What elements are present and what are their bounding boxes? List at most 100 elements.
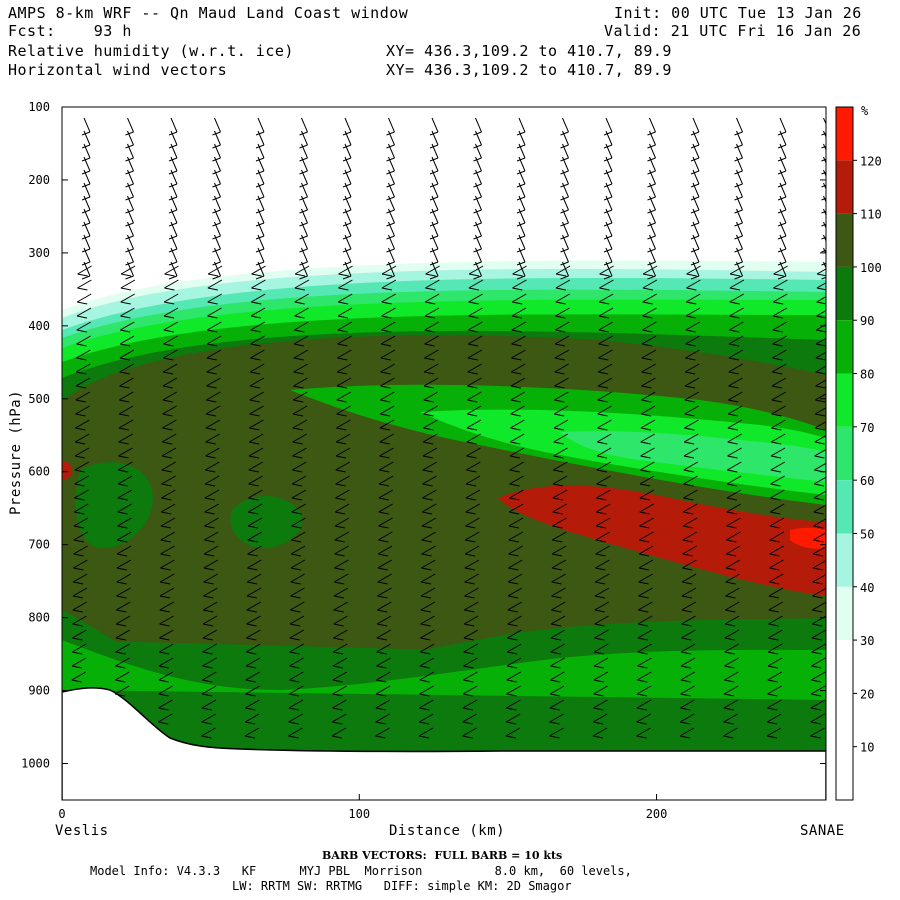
wind-barb-flag <box>246 587 262 597</box>
wind-barb-flag <box>74 461 90 471</box>
wind-barb-staff <box>562 117 569 133</box>
wind-barb-staff <box>772 315 784 319</box>
wind-barb-staff <box>771 413 782 417</box>
wind-barb-flag <box>767 671 783 681</box>
wind-barb-staff <box>552 497 563 501</box>
wind-barb-staff <box>562 143 569 159</box>
wind-barb-flag <box>255 157 265 162</box>
rh-band-110-120 <box>498 485 826 596</box>
wind-barb-flag <box>766 727 782 737</box>
wind-barb-flag <box>598 293 614 303</box>
wind-barb-staff <box>475 130 482 146</box>
wind-barb-staff <box>463 665 474 669</box>
wind-barb-flag <box>598 321 614 331</box>
wind-barb-staff <box>639 539 650 543</box>
wind-barb-staff <box>257 169 265 185</box>
wind-barb-flag <box>160 503 176 513</box>
wind-barb-flag <box>463 671 478 681</box>
wind-barb-staff <box>595 525 607 529</box>
wind-barb-flag <box>647 261 656 266</box>
wind-barb-staff <box>378 511 389 515</box>
wind-barb-staff <box>823 195 826 204</box>
wind-barb-flag <box>473 183 482 188</box>
wind-barb-flag <box>376 615 392 625</box>
wind-barb-flag <box>681 573 697 583</box>
wind-barb-flag <box>550 615 566 625</box>
wind-barb-staff <box>431 208 439 224</box>
wind-barb-flag <box>464 587 479 597</box>
wind-barb-flag <box>159 629 174 639</box>
wind-barb-staff <box>550 651 561 655</box>
wind-barb-flag <box>641 335 657 345</box>
wind-barb-staff <box>507 651 518 655</box>
wind-barb-flag <box>76 349 91 359</box>
wind-barb-flag <box>638 587 653 597</box>
wind-barb-staff <box>162 413 173 417</box>
wind-barb-staff <box>595 581 606 585</box>
wind-barb-staff <box>388 247 395 263</box>
wind-barb-staff <box>468 287 479 291</box>
wind-barb-flag <box>467 349 483 359</box>
wind-barb-flag <box>73 545 88 555</box>
wind-barb-flag <box>76 335 91 345</box>
wind-barb-flag <box>120 321 135 331</box>
wind-barb-staff <box>420 651 431 655</box>
wind-barb-staff <box>597 385 609 389</box>
wind-barb-staff <box>736 247 743 263</box>
wind-barb-staff <box>75 385 87 389</box>
wind-barb-flag <box>247 503 263 513</box>
wind-barb-flag <box>250 321 266 331</box>
wind-barb-staff <box>692 169 700 185</box>
wind-barb-flag <box>250 335 265 345</box>
wind-barb-flag <box>386 131 395 136</box>
wind-barb-flag <box>685 321 701 331</box>
wind-barb-staff <box>127 182 134 198</box>
wind-barb-flag <box>516 196 526 201</box>
wind-barb-flag <box>509 433 525 443</box>
wind-barb-flag <box>163 293 179 303</box>
wind-barb-staff <box>290 595 301 599</box>
wind-barb-staff <box>74 469 85 473</box>
wind-barb-flag <box>424 335 439 345</box>
wind-barb-flag <box>773 265 788 275</box>
wind-barb-flag <box>125 235 134 240</box>
wind-barb-staff <box>605 221 613 237</box>
wind-barb-staff <box>250 315 262 319</box>
wind-barb-staff <box>463 637 474 641</box>
wind-barb-staff <box>83 195 91 211</box>
wind-barb-flag <box>289 671 304 681</box>
wind-barb-staff <box>71 665 83 669</box>
wind-barb-staff <box>159 637 170 641</box>
wind-barb-flag <box>603 131 613 136</box>
wind-barb-flag <box>125 144 134 149</box>
wind-barb-staff <box>388 169 395 185</box>
wind-barb-staff <box>767 693 778 697</box>
wind-barb-flag <box>727 419 743 429</box>
wind-barb-staff <box>605 195 613 211</box>
wind-barb-flag <box>120 307 135 317</box>
wind-barb-flag <box>509 489 524 499</box>
wind-barb-staff <box>75 441 86 445</box>
wind-barb-flag <box>516 275 526 280</box>
wind-barb-flag <box>424 349 439 359</box>
wind-barb-staff <box>464 567 475 571</box>
wind-barb-flag <box>729 265 745 275</box>
wind-barb-flag <box>553 461 568 471</box>
wind-barb-flag <box>376 629 392 639</box>
wind-barb-staff <box>159 651 170 655</box>
wind-barb-staff <box>723 721 734 725</box>
wind-barb-flag <box>163 321 179 331</box>
wind-barb-flag <box>682 517 698 527</box>
wind-barb-staff <box>562 156 569 172</box>
wind-barb-staff <box>380 371 391 375</box>
wind-barb-staff <box>507 609 518 613</box>
wind-barb-flag <box>293 349 309 359</box>
wind-barb-flag <box>766 713 782 723</box>
wind-barb-staff <box>726 497 737 501</box>
wind-barb-staff <box>596 455 608 459</box>
wind-barb-staff <box>301 182 308 198</box>
wind-barb-staff <box>301 130 308 146</box>
wind-barb-staff <box>692 156 700 172</box>
wind-barb-flag <box>116 573 131 583</box>
wind-barb-staff <box>201 707 212 711</box>
